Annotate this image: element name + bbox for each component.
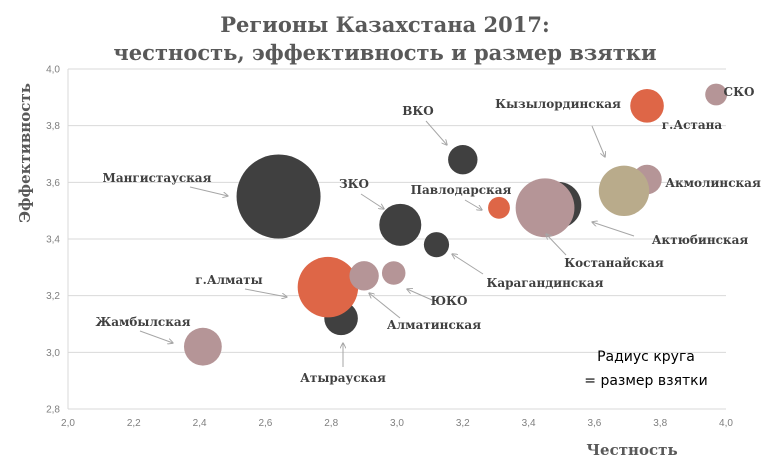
- bubble-Карагандинская: [423, 232, 450, 258]
- point-label-Алматинская: Алматинская: [387, 318, 481, 332]
- y-tick-label: 4,0: [46, 65, 60, 76]
- leader-line-Актюбинская: [592, 222, 635, 237]
- bubble-Кызылординская: [598, 165, 650, 217]
- x-tick-label: 3,0: [390, 418, 404, 429]
- leader-line-Жамбылская: [139, 330, 173, 343]
- bubble-Жамбылская: [183, 327, 222, 366]
- point-label-ВКО: ВКО: [402, 104, 434, 118]
- bubble-ВКО: [448, 144, 478, 175]
- point-label-г.Астана: г.Астана: [662, 118, 723, 132]
- point-label-Актюбинская: Актюбинская: [652, 233, 749, 247]
- point-label-Мангистауская: Мангистауская: [103, 171, 212, 185]
- gridlines: [67, 68, 726, 410]
- point-label-ЮКО: ЮКО: [431, 294, 468, 308]
- y-tick-labels: 2,8 3,0 3,2 3,4 3,6 3,8 4,0: [46, 65, 60, 416]
- leader-line-Павлодарская: [464, 199, 482, 210]
- point-labels: Мангистауская Жамбылская Атырауская г.Алмат…: [95, 85, 760, 385]
- x-tick-labels: 2,0 2,2 2,4 2,6 2,8 3,0 3,2 3,4 3,6 3,8 4,0: [61, 418, 733, 429]
- point-label-СКО: СКО: [724, 85, 755, 99]
- point-label-Акмолинская: Акмолинская: [665, 176, 761, 190]
- leader-line-Кызылординская: [591, 125, 605, 157]
- point-label-Атырауская: Атырауская: [300, 371, 386, 385]
- y-tick-label: 3,8: [46, 121, 60, 132]
- chart-title-line-2: честность, эффективность и размер взятки: [113, 40, 656, 65]
- bubble-Алматинская: [349, 261, 379, 291]
- bubble-Костанайская: [515, 178, 575, 238]
- point-label-Костанайская: Костанайская: [564, 256, 664, 270]
- bubble-Мангистауская: [236, 154, 321, 239]
- x-tick-label: 2,2: [127, 418, 141, 429]
- y-tick-label: 3,2: [46, 291, 60, 302]
- x-tick-label: 3,4: [522, 418, 536, 429]
- bubble-ЮКО: [381, 261, 406, 285]
- bubble-г.Алматы: [297, 256, 359, 318]
- point-label-ЗКО: ЗКО: [339, 177, 369, 191]
- point-label-Павлодарская: Павлодарская: [411, 183, 512, 197]
- leader-line-Карагандинская: [452, 254, 484, 275]
- x-tick-label: 3,6: [587, 418, 601, 429]
- note-line-1: Радиус круга: [597, 349, 695, 365]
- x-tick-label: 2,4: [193, 418, 207, 429]
- bubble-Павлодарская: [488, 196, 510, 219]
- bubble-СКО: [705, 83, 728, 106]
- bubble-ЗКО: [379, 203, 422, 246]
- x-tick-label: 2,6: [258, 418, 272, 429]
- y-tick-label: 3,6: [46, 178, 60, 189]
- point-label-Карагандинская: Карагандинская: [486, 276, 603, 290]
- point-label-Жамбылская: Жамбылская: [95, 315, 190, 329]
- y-axis-title: Эффективность: [16, 83, 34, 223]
- point-label-Кызылординская: Кызылординская: [495, 97, 621, 111]
- bubbles: [183, 83, 728, 366]
- leader-line-ЗКО: [360, 193, 384, 209]
- note-line-2: = размер взятки: [584, 373, 707, 389]
- leader-line-ЮКО: [407, 289, 433, 301]
- bubble-г.Астана: [630, 89, 664, 123]
- x-tick-label: 2,0: [61, 418, 75, 429]
- chart-title-line-1: Регионы Казахстана 2017:: [220, 12, 549, 37]
- point-label-г.Алматы: г.Алматы: [195, 273, 262, 287]
- leader-line-Мангистауская: [189, 186, 228, 196]
- x-tick-label: 3,8: [653, 418, 667, 429]
- y-tick-label: 3,4: [46, 235, 60, 246]
- x-tick-label: 4,0: [719, 418, 733, 429]
- x-tick-label: 3,2: [456, 418, 470, 429]
- y-tick-label: 2,8: [46, 405, 60, 416]
- y-tick-label: 3,0: [46, 348, 60, 359]
- x-tick-label: 2,8: [324, 418, 338, 429]
- x-axis-title: Честность: [586, 441, 677, 459]
- leader-line-Алматинская: [369, 293, 401, 319]
- leader-lines: [139, 120, 635, 367]
- leader-line-Костанайская: [546, 234, 567, 256]
- leader-line-г.Алматы: [244, 288, 287, 297]
- leader-line-ВКО: [425, 120, 447, 145]
